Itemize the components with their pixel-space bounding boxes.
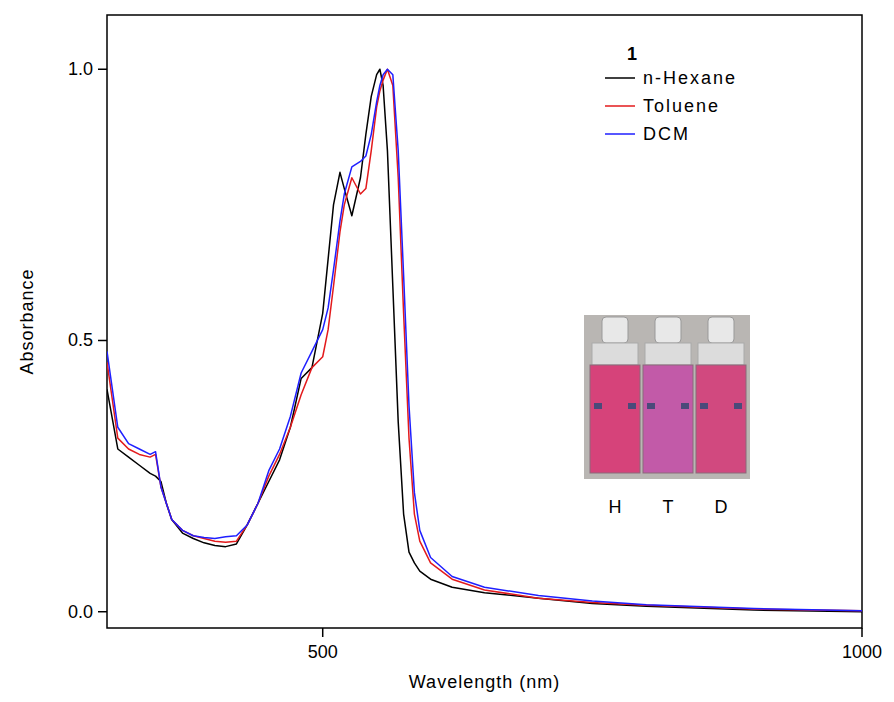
cuvette-cap bbox=[708, 317, 734, 343]
cuvette-mark bbox=[700, 403, 708, 409]
cuvette-solution bbox=[696, 365, 746, 473]
cuvette-solution bbox=[590, 365, 640, 473]
cuvette-neck bbox=[592, 343, 638, 365]
inset-label: H bbox=[609, 497, 622, 517]
y-tick-label: 1.0 bbox=[68, 59, 93, 79]
y-axis-title: Absorbance bbox=[17, 268, 37, 374]
cuvette-cap bbox=[655, 317, 681, 343]
plot-frame bbox=[107, 15, 862, 628]
series-line bbox=[107, 69, 862, 610]
legend-swatch bbox=[605, 105, 635, 107]
legend-label: n-Hexane bbox=[643, 68, 737, 88]
inset-photo bbox=[584, 315, 750, 479]
series-line bbox=[107, 69, 862, 610]
x-tick-label: 1000 bbox=[842, 642, 882, 662]
y-tick bbox=[98, 68, 107, 70]
cuvette-mark bbox=[647, 403, 655, 409]
legend-label: Toluene bbox=[643, 96, 720, 116]
cuvette-neck bbox=[698, 343, 744, 365]
chart-title: 1 bbox=[627, 44, 637, 64]
y-tick bbox=[98, 611, 107, 613]
legend-label: DCM bbox=[643, 124, 690, 144]
photo-background bbox=[584, 315, 750, 479]
cuvette-mark bbox=[628, 403, 636, 409]
y-tick-label: 0.5 bbox=[68, 330, 93, 350]
legend-swatch bbox=[605, 133, 635, 135]
inset-label: T bbox=[663, 497, 674, 517]
cuvette-mark bbox=[594, 403, 602, 409]
cuvette-mark bbox=[681, 403, 689, 409]
y-tick-label: 0.0 bbox=[68, 602, 93, 622]
cuvette-solution bbox=[643, 365, 693, 473]
series-line bbox=[107, 69, 862, 611]
x-tick-label: 500 bbox=[308, 642, 338, 662]
x-tick bbox=[861, 628, 863, 637]
cuvette-neck bbox=[645, 343, 691, 365]
inset-label: D bbox=[715, 497, 728, 517]
x-axis-title: Wavelength (nm) bbox=[409, 672, 560, 692]
y-tick bbox=[98, 340, 107, 342]
cuvette-mark bbox=[734, 403, 742, 409]
x-tick bbox=[322, 628, 324, 637]
legend-swatch bbox=[605, 77, 635, 79]
plot-area bbox=[107, 69, 862, 611]
cuvette-cap bbox=[602, 317, 628, 343]
chart: 500 1000 0.0 0.5 1.0 Wavelength (nm) Absorbanc… bbox=[0, 0, 894, 702]
